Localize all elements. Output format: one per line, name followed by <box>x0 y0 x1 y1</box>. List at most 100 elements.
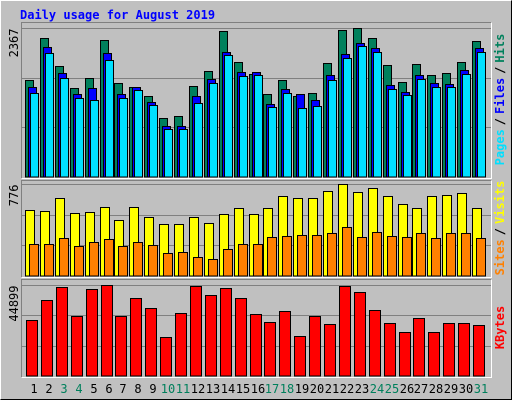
bar <box>178 252 188 277</box>
bar <box>354 292 366 377</box>
bar <box>118 246 128 277</box>
bar <box>254 75 263 178</box>
legend-entry: Hits <box>493 34 507 63</box>
x-tick-label: 22 <box>340 382 354 396</box>
bar <box>476 238 486 277</box>
y-tick-label: 44899 <box>7 286 21 322</box>
legend-entry: Sites <box>493 239 507 275</box>
bar <box>267 237 277 277</box>
bar <box>413 318 425 377</box>
bar <box>473 325 485 377</box>
bar <box>250 314 262 377</box>
bar <box>60 78 69 178</box>
bar <box>399 332 411 377</box>
bar <box>205 295 217 377</box>
bar <box>175 313 187 377</box>
bar <box>357 237 367 277</box>
x-tick-label: 9 <box>149 382 156 396</box>
bar <box>298 108 307 178</box>
legend-separator: / <box>493 228 507 235</box>
bar <box>279 311 291 377</box>
bar <box>462 74 471 178</box>
bar <box>190 286 202 377</box>
bar <box>253 244 263 277</box>
bar <box>119 98 128 178</box>
legend-separator: / <box>493 67 507 74</box>
bar <box>283 93 292 178</box>
bar <box>26 320 38 377</box>
bar <box>193 257 203 277</box>
bar <box>130 298 142 377</box>
bar <box>458 323 470 377</box>
bar <box>282 236 292 277</box>
bar <box>339 286 351 377</box>
bar <box>431 238 441 277</box>
bar <box>145 308 157 377</box>
bar <box>59 238 69 277</box>
bar <box>224 55 233 178</box>
bar <box>86 289 98 377</box>
bar <box>104 239 114 277</box>
bar <box>134 90 143 178</box>
bar <box>328 80 337 178</box>
panel-border <box>21 22 492 179</box>
chart-title: Daily usage for August 2019 <box>20 8 215 22</box>
x-tick-label: 20 <box>310 382 324 396</box>
bar <box>90 100 99 178</box>
bar <box>268 107 277 178</box>
x-tick-label: 17 <box>265 382 279 396</box>
bar <box>44 244 54 277</box>
bar <box>41 300 53 377</box>
bar <box>30 93 39 178</box>
bar <box>133 242 143 277</box>
bar <box>149 105 158 178</box>
x-tick-label: 31 <box>474 382 488 396</box>
bar <box>327 233 337 277</box>
bar <box>56 287 68 377</box>
bar <box>105 60 114 178</box>
bar <box>75 98 84 178</box>
panel-border <box>21 279 492 378</box>
bar <box>89 242 99 277</box>
panel-border <box>21 180 492 278</box>
legend-entry: Pages <box>493 129 507 165</box>
bar <box>432 87 441 178</box>
legend-entry: Files <box>493 78 507 114</box>
panel-border <box>21 22 492 179</box>
legend: Pages / Files / Hits <box>493 34 507 166</box>
bar <box>477 52 486 178</box>
bar <box>264 322 276 377</box>
legend: Sites / Visits <box>493 181 507 276</box>
x-tick-label: 1 <box>30 382 37 396</box>
x-tick-label: 11 <box>176 382 190 396</box>
bar <box>74 246 84 277</box>
y-tick-label: 2367 <box>7 29 21 58</box>
x-tick-label: 13 <box>206 382 220 396</box>
bar <box>235 298 247 377</box>
bar <box>160 337 172 377</box>
x-tick-label: 16 <box>251 382 265 396</box>
x-tick-label: 8 <box>134 382 141 396</box>
x-tick-label: 18 <box>280 382 294 396</box>
bar <box>343 58 352 178</box>
bar <box>239 76 248 178</box>
x-tick-label: 19 <box>295 382 309 396</box>
bar <box>446 233 456 277</box>
x-tick-label: 3 <box>60 382 67 396</box>
bar <box>29 244 39 277</box>
bar <box>372 232 382 277</box>
bar <box>294 336 306 377</box>
x-tick-label: 4 <box>75 382 82 396</box>
bar <box>388 89 397 178</box>
bar <box>208 259 218 277</box>
bar <box>342 227 352 277</box>
x-tick-label: 12 <box>191 382 205 396</box>
x-tick-label: 27 <box>414 382 428 396</box>
bar <box>313 106 322 178</box>
bar <box>71 316 83 377</box>
bar <box>358 46 367 178</box>
x-tick-label: 10 <box>161 382 175 396</box>
bar <box>223 249 233 277</box>
bar <box>309 316 321 377</box>
